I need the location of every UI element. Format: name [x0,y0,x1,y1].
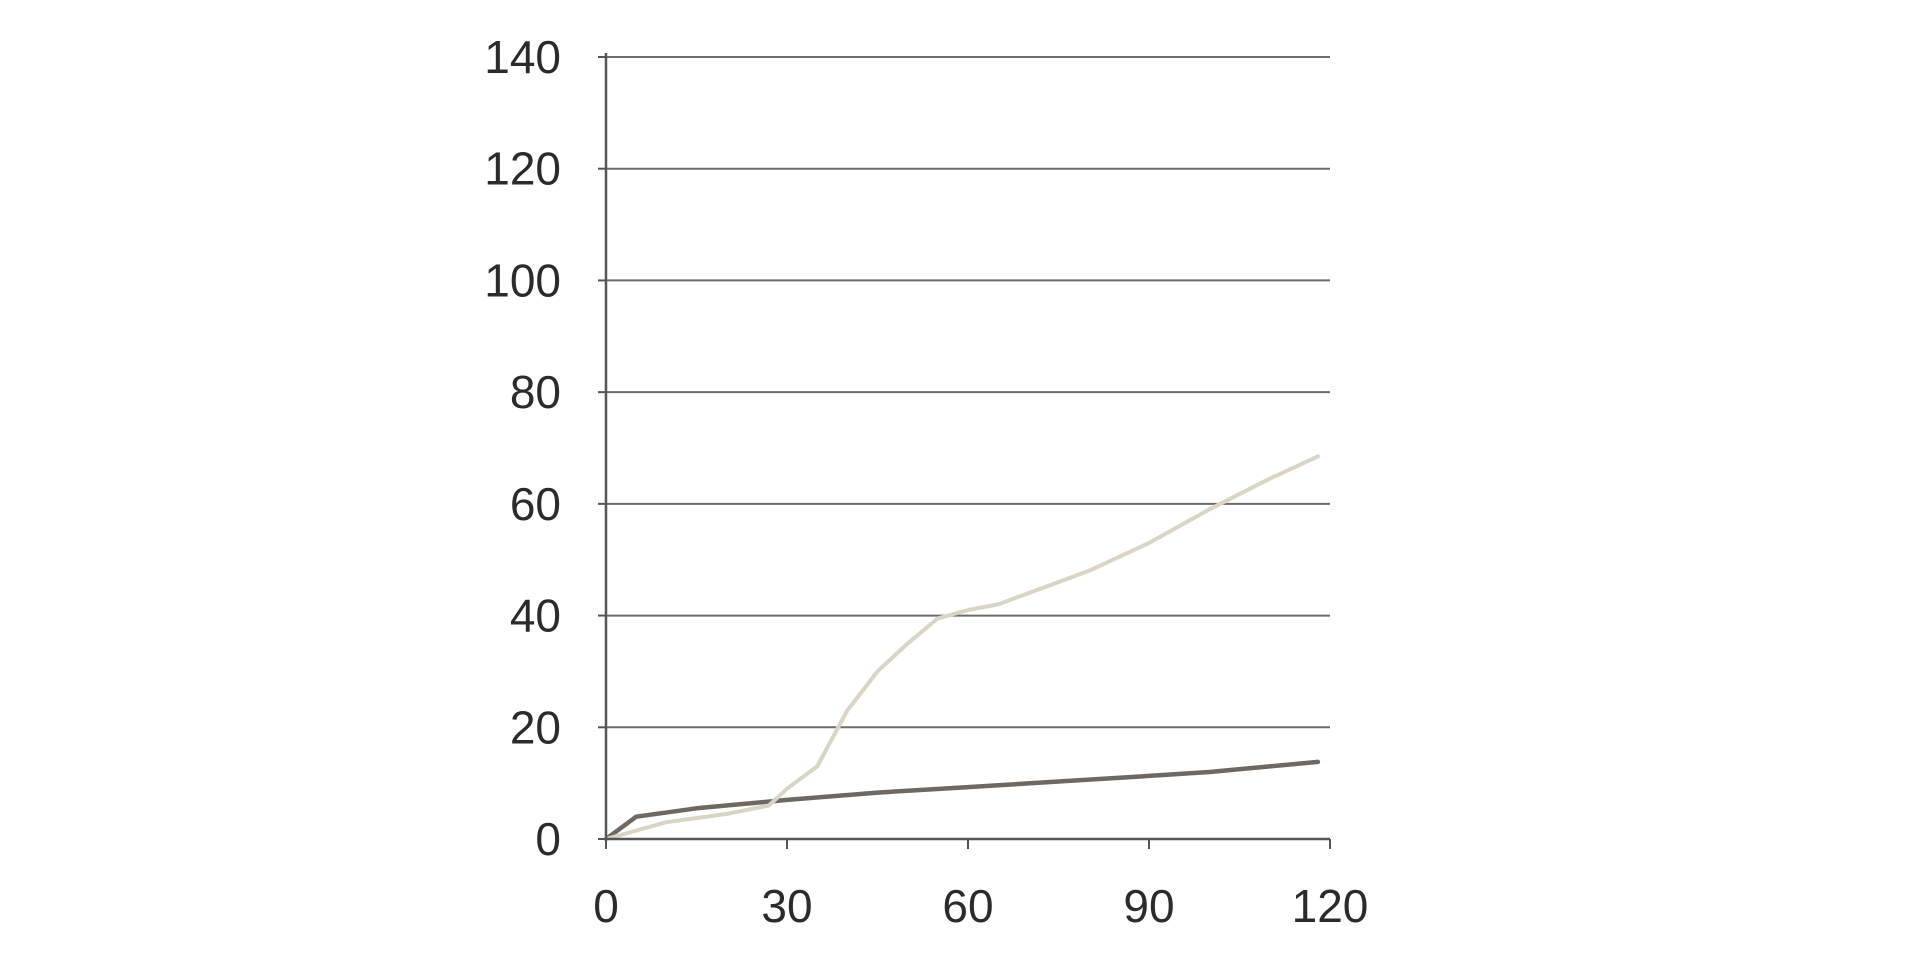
x-tick-label: 120 [1292,880,1369,932]
y-tick-label: 80 [510,366,561,418]
x-tick-label: 90 [1123,880,1174,932]
axes [598,53,1331,849]
y-tick-label: 140 [484,31,561,83]
x-tick-label: 0 [593,880,619,932]
y-tick-label: 120 [484,143,561,195]
x-tick-label: 30 [761,880,812,932]
y-tick-label: 40 [510,590,561,642]
x-tick-label: 60 [942,880,993,932]
series-lines [603,454,1321,842]
series-line-2 [604,454,1320,841]
series-line-1 [603,759,1321,842]
y-tick-label: 0 [535,813,561,865]
y-tick-label: 20 [510,701,561,753]
y-tick-label: 60 [510,478,561,530]
tick-labels: 0 20 40 60 80 100 120 140 0 30 60 90 120 [484,31,1368,932]
gridlines [606,56,1330,729]
y-tick-label: 100 [484,254,561,306]
